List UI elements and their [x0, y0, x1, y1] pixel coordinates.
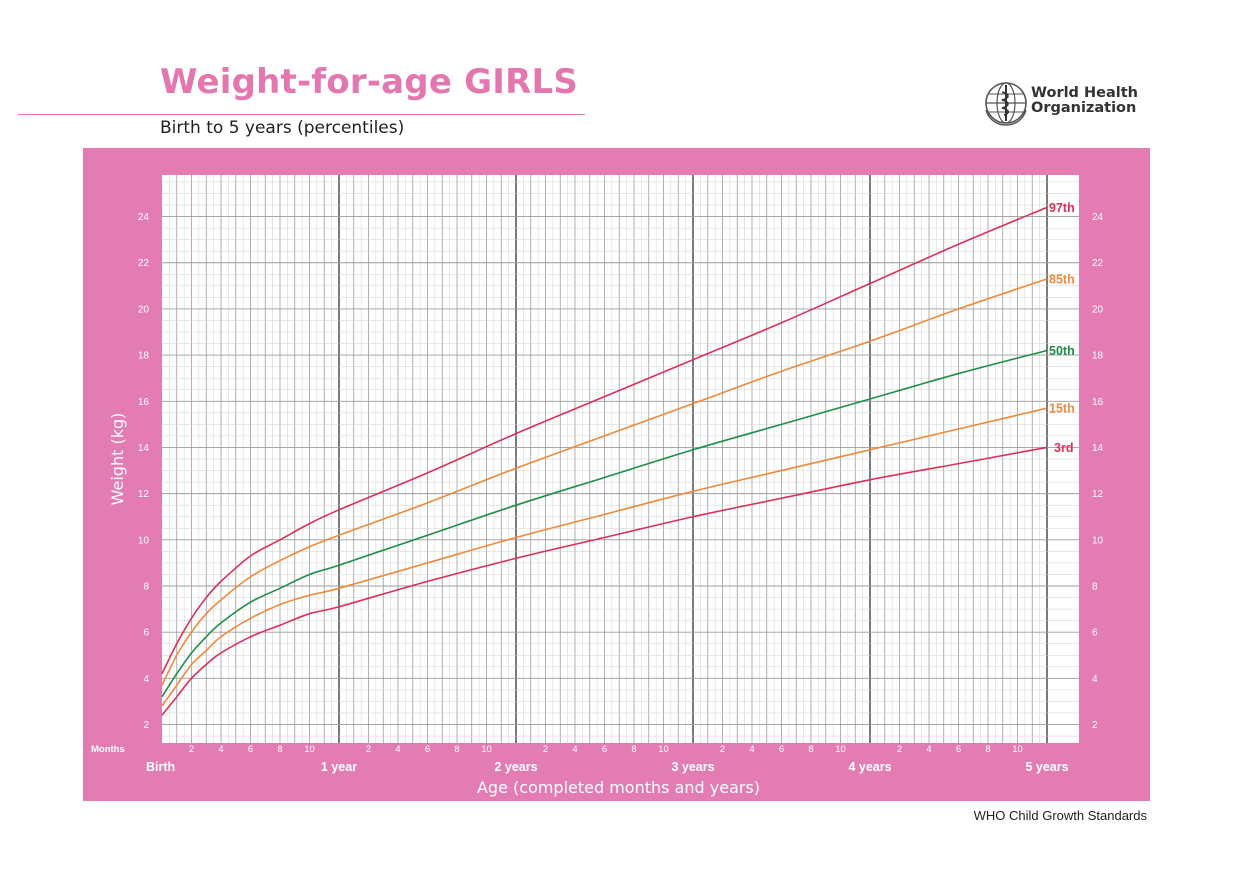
- x-month-tick-label: 10: [658, 744, 669, 755]
- grid-lines: [162, 175, 1079, 743]
- y-tick-label-left: 12: [138, 489, 150, 500]
- y-tick-label-left: 8: [143, 581, 149, 592]
- y-tick-label-left: 14: [138, 443, 150, 454]
- x-month-tick-label: 2: [189, 744, 194, 755]
- y-tick-label-left: 24: [138, 212, 150, 223]
- x-month-tick-label: 6: [248, 744, 253, 755]
- percentile-label-97th: 97th: [1049, 201, 1075, 215]
- title-divider: [18, 114, 585, 115]
- x-month-tick-label: 4: [572, 744, 577, 755]
- x-month-tick-label: 10: [304, 744, 315, 755]
- x-year-label: Birth: [146, 760, 175, 774]
- x-month-tick-label: 6: [779, 744, 784, 755]
- x-month-tick-label: 6: [425, 744, 430, 755]
- percentile-line-3rd: [161, 446, 1048, 716]
- y-tick-label-left: 16: [138, 397, 150, 408]
- x-month-tick-label: 4: [395, 744, 400, 755]
- percentile-label-3rd: 3rd: [1054, 441, 1073, 455]
- x-axis-label: Age (completed months and years): [477, 778, 760, 797]
- y-tick-label-right: 12: [1092, 489, 1104, 500]
- percentile-label-85th: 85th: [1049, 272, 1075, 286]
- x-month-tick-label: 6: [956, 744, 961, 755]
- x-year-label: 1 year: [321, 760, 357, 774]
- x-month-tick-label: 8: [631, 744, 636, 755]
- percentile-line-85th: [161, 278, 1048, 686]
- page-subtitle: Birth to 5 years (percentiles): [160, 118, 405, 138]
- x-month-tick-label: 2: [366, 744, 371, 755]
- y-tick-label-right: 22: [1092, 258, 1104, 269]
- percentile-lines: [161, 206, 1048, 716]
- x-month-tick-label: 10: [835, 744, 846, 755]
- y-tick-label-right: 16: [1092, 397, 1104, 408]
- y-tick-label-left: 10: [138, 535, 150, 546]
- y-tick-label-left: 2: [143, 720, 149, 731]
- y-tick-label-right: 24: [1092, 212, 1104, 223]
- footer-text: WHO Child Growth Standards: [973, 808, 1147, 823]
- y-tick-label-right: 8: [1092, 581, 1098, 592]
- percentile-line-50th: [161, 349, 1048, 698]
- percentile-label-50th: 50th: [1049, 344, 1075, 358]
- organization-name-line1: World Health: [1031, 85, 1138, 101]
- y-tick-label-right: 6: [1092, 628, 1098, 639]
- page-title: Weight-for-age GIRLS: [160, 62, 579, 102]
- y-tick-label-left: 20: [138, 304, 150, 315]
- y-tick-label-left: 6: [143, 628, 149, 639]
- x-month-tick-label: 2: [897, 744, 902, 755]
- y-tick-label-right: 2: [1092, 720, 1098, 731]
- y-axis-label: Weight (kg): [108, 413, 127, 506]
- y-tick-label-right: 4: [1092, 674, 1098, 685]
- percentile-line-97th: [161, 206, 1048, 675]
- percentile-label-15th: 15th: [1049, 402, 1075, 416]
- x-month-tick-label: 8: [808, 744, 813, 755]
- x-year-label: 5 years: [1025, 760, 1068, 774]
- x-month-tick-label: 10: [481, 744, 492, 755]
- x-year-label: 3 years: [671, 760, 714, 774]
- x-month-tick-label: 4: [926, 744, 931, 755]
- organization-name: World Health Organization: [1031, 86, 1138, 116]
- x-month-tick-label: 2: [720, 744, 725, 755]
- x-month-tick-label: 10: [1012, 744, 1023, 755]
- x-month-tick-label: 8: [277, 744, 282, 755]
- who-emblem-icon: [985, 82, 1027, 126]
- y-tick-label-left: 22: [138, 258, 150, 269]
- organization-name-line2: Organization: [1031, 100, 1137, 116]
- x-month-tick-label: 8: [454, 744, 459, 755]
- x-month-tick-label: 4: [218, 744, 223, 755]
- x-year-label: 4 years: [848, 760, 891, 774]
- x-month-tick-label: 4: [749, 744, 754, 755]
- y-tick-label-right: 14: [1092, 443, 1104, 454]
- x-month-tick-label: 6: [602, 744, 607, 755]
- y-tick-label-right: 18: [1092, 351, 1104, 362]
- x-unit-label: Months: [91, 744, 125, 755]
- x-month-tick-label: 2: [543, 744, 548, 755]
- y-tick-label-right: 20: [1092, 304, 1104, 315]
- y-tick-label-left: 4: [143, 674, 149, 685]
- x-year-label: 2 years: [494, 760, 537, 774]
- percentile-line-15th: [161, 407, 1048, 707]
- y-tick-label-left: 18: [138, 351, 150, 362]
- y-tick-label-right: 10: [1092, 535, 1104, 546]
- x-month-tick-label: 8: [985, 744, 990, 755]
